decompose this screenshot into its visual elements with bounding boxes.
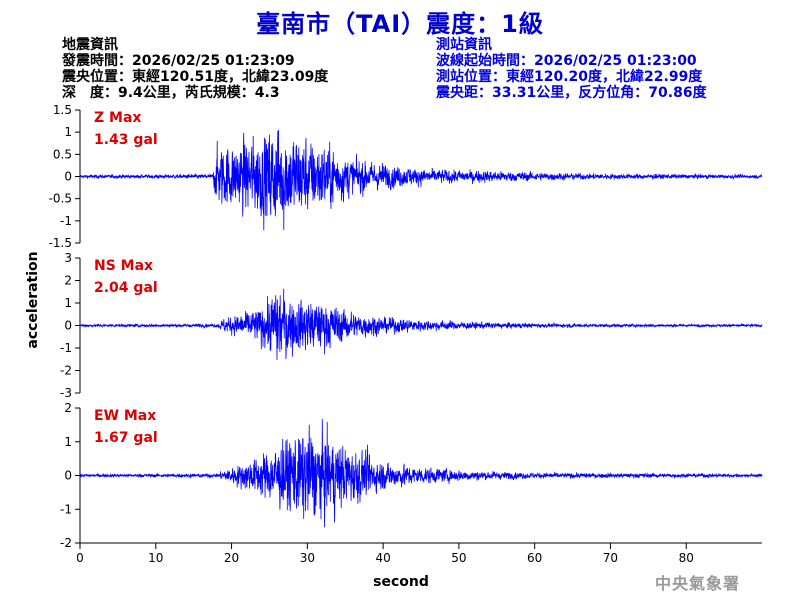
y-tick-label: -1	[60, 214, 72, 228]
epicenter-location: 震央位置：東經120.51度，北緯23.09度	[62, 69, 329, 85]
x-tick-label: 40	[375, 551, 390, 565]
y-tick-label: 0	[64, 170, 72, 184]
y-tick-label: 1	[64, 296, 72, 310]
x-axis-label: second	[373, 574, 429, 590]
y-tick-label: 0	[64, 469, 72, 483]
y-tick-label: 2	[64, 401, 72, 415]
epicentral-distance: 震央距：33.31公里，反方位角：70.86度	[436, 85, 707, 101]
x-tick-label: 20	[224, 551, 239, 565]
origin-time: 發震時間：2026/02/25 01:23:09	[62, 53, 295, 69]
max-label-ns: NS Max	[94, 258, 153, 274]
x-tick-label: 10	[148, 551, 163, 565]
y-tick-label: 1	[64, 125, 72, 139]
x-tick-label: 50	[451, 551, 466, 565]
station-info-block: 測站資訊 波線起始時間：2026/02/25 01:23:00 測站位置：東經1…	[436, 37, 707, 101]
y-tick-label: -3	[60, 386, 72, 400]
waveform-ns	[79, 288, 763, 360]
max-value-ns: 2.04 gal	[94, 280, 158, 296]
x-tick-label: 70	[603, 551, 618, 565]
x-tick-label: 0	[76, 551, 84, 565]
y-tick-label: -2	[60, 536, 72, 550]
y-tick-label: 2	[64, 274, 72, 288]
y-tick-label: 1.5	[53, 103, 72, 117]
wave-start-time: 波線起始時間：2026/02/25 01:23:00	[436, 53, 697, 69]
x-tick-label: 80	[679, 551, 694, 565]
page-title: 臺南市（TAI）震度：1級	[256, 10, 544, 38]
waveform-z	[79, 129, 763, 231]
agency-watermark: 中央氣象署	[655, 574, 741, 593]
max-value-z: 1.43 gal	[94, 132, 158, 148]
x-tick-label: 60	[527, 551, 542, 565]
max-label-z: Z Max	[94, 110, 141, 126]
waveform-ew	[79, 419, 763, 528]
quake-info-block: 地震資訊 發震時間：2026/02/25 01:23:09 震央位置：東經120…	[62, 37, 328, 101]
y-tick-label: -0.5	[49, 192, 72, 206]
y-tick-label: -2	[60, 364, 72, 378]
y-tick-label: 0	[64, 319, 72, 333]
y-tick-label: -1	[60, 341, 72, 355]
y-axis-label: acceleration	[25, 251, 41, 348]
y-tick-label: 0.5	[53, 147, 72, 161]
quake-info-heading: 地震資訊	[62, 37, 118, 53]
x-tick-label: 30	[300, 551, 315, 565]
y-tick-label: -1.5	[49, 236, 72, 250]
station-location: 測站位置：東經120.20度，北緯22.99度	[436, 69, 703, 85]
max-label-ew: EW Max	[94, 408, 156, 424]
y-tick-label: 3	[64, 251, 72, 265]
station-info-heading: 測站資訊	[436, 37, 492, 53]
y-tick-label: -1	[60, 502, 72, 516]
max-value-ew: 1.67 gal	[94, 430, 158, 446]
depth-magnitude: 深 度：9.4公里，芮氏規模：4.3	[62, 85, 280, 101]
y-tick-label: 1	[64, 435, 72, 449]
